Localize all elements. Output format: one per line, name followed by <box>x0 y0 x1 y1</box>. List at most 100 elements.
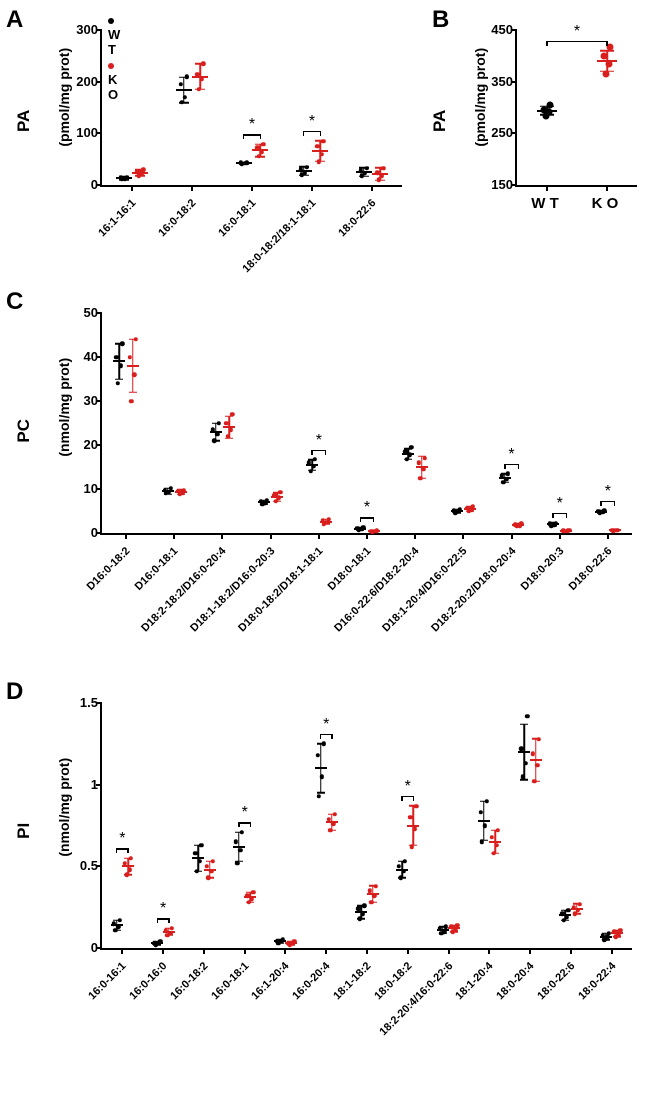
data-point <box>405 457 409 461</box>
sig-star: * <box>323 716 329 734</box>
figure-root: A ** PA (pmol/mg prot) W T K O 010020030… <box>0 0 650 1064</box>
data-point <box>212 438 216 442</box>
data-point <box>257 154 261 158</box>
data-point <box>501 480 505 484</box>
data-point <box>261 142 265 146</box>
legend-ko-label: K O <box>108 72 118 102</box>
data-point <box>491 851 495 855</box>
legend-dot-ko <box>108 63 114 69</box>
data-point <box>414 804 418 808</box>
data-point <box>317 794 321 798</box>
x-tick-label: W T <box>520 195 570 212</box>
data-point <box>484 799 488 803</box>
data-point <box>361 912 365 916</box>
y-tick-label: 300 <box>0 22 98 37</box>
data-point <box>120 342 124 346</box>
data-point <box>251 890 255 894</box>
data-point <box>228 427 232 431</box>
data-point <box>129 399 133 403</box>
data-point <box>506 471 510 475</box>
data-point <box>567 528 571 532</box>
data-point <box>331 822 335 826</box>
data-point <box>532 779 536 783</box>
data-point <box>547 101 554 108</box>
data-point <box>304 165 308 169</box>
plot-d: * * * * * <box>100 703 632 950</box>
data-point <box>413 827 417 831</box>
sig-star: * <box>508 446 514 464</box>
x-tick-label: K O <box>580 195 630 212</box>
y-tick-label: 50 <box>0 305 98 320</box>
sig-star: * <box>119 830 125 848</box>
sig-star: * <box>574 23 580 41</box>
data-point <box>321 742 325 746</box>
data-point <box>401 869 405 873</box>
sig-star: * <box>160 900 166 918</box>
data-point <box>577 902 581 906</box>
data-point <box>260 150 264 154</box>
data-point <box>403 859 407 863</box>
y-tick-label: 30 <box>0 393 98 408</box>
y-tick-label: 350 <box>420 74 513 89</box>
plot-b: * <box>515 30 637 187</box>
data-point <box>206 876 210 880</box>
data-point <box>398 876 402 880</box>
data-point <box>277 496 281 500</box>
data-point <box>483 823 487 827</box>
data-point <box>117 918 121 922</box>
data-point <box>215 432 219 436</box>
data-point <box>496 828 500 832</box>
data-point <box>200 77 204 81</box>
sig-star: * <box>242 804 248 822</box>
sig-star: * <box>249 116 255 134</box>
data-point <box>525 714 529 718</box>
data-point <box>199 843 203 847</box>
y-tick-label: 0 <box>0 177 98 192</box>
plot-c: ***** <box>100 313 632 535</box>
sig-star: * <box>605 483 611 501</box>
data-point <box>374 884 378 888</box>
data-point <box>317 160 321 164</box>
data-point <box>311 464 315 468</box>
data-point <box>201 61 205 65</box>
data-point <box>183 95 187 99</box>
data-point <box>423 456 427 460</box>
y-tick-label: 0.5 <box>0 858 98 873</box>
legend-wt-label: W T <box>108 27 120 57</box>
sig-star: * <box>316 432 322 450</box>
data-point <box>132 372 136 376</box>
data-point <box>494 843 498 847</box>
data-point <box>274 499 278 503</box>
y-tick-label: 0 <box>0 525 98 540</box>
y-tick-label: 20 <box>0 437 98 452</box>
y-tick-label: 40 <box>0 349 98 364</box>
data-point <box>362 903 366 907</box>
panel-b: * PA (pmol/mg prot) 150250350450W TK O <box>420 0 650 240</box>
data-point <box>408 452 412 456</box>
y-tick-label: 200 <box>0 74 98 89</box>
y-tick-label: 250 <box>420 125 513 140</box>
legend: W T K O <box>108 12 120 102</box>
data-point <box>409 445 413 449</box>
sig-star: * <box>309 113 315 131</box>
data-point <box>134 337 138 341</box>
data-point <box>372 894 376 898</box>
y-title-d-main: PI <box>14 823 33 839</box>
data-point <box>615 528 619 532</box>
data-point <box>320 152 324 156</box>
data-point <box>358 916 362 920</box>
sig-star: * <box>405 778 411 796</box>
data-point <box>129 856 133 860</box>
y-tick-label: 1.5 <box>0 695 98 710</box>
data-point <box>124 872 128 876</box>
y-tick-label: 100 <box>0 125 98 140</box>
data-point <box>480 840 484 844</box>
data-point <box>230 412 234 416</box>
data-point <box>308 469 312 473</box>
data-point <box>375 529 379 533</box>
data-point <box>127 867 131 871</box>
data-point <box>328 828 332 832</box>
data-point <box>601 52 608 59</box>
data-point <box>209 869 213 873</box>
data-point <box>524 761 528 765</box>
